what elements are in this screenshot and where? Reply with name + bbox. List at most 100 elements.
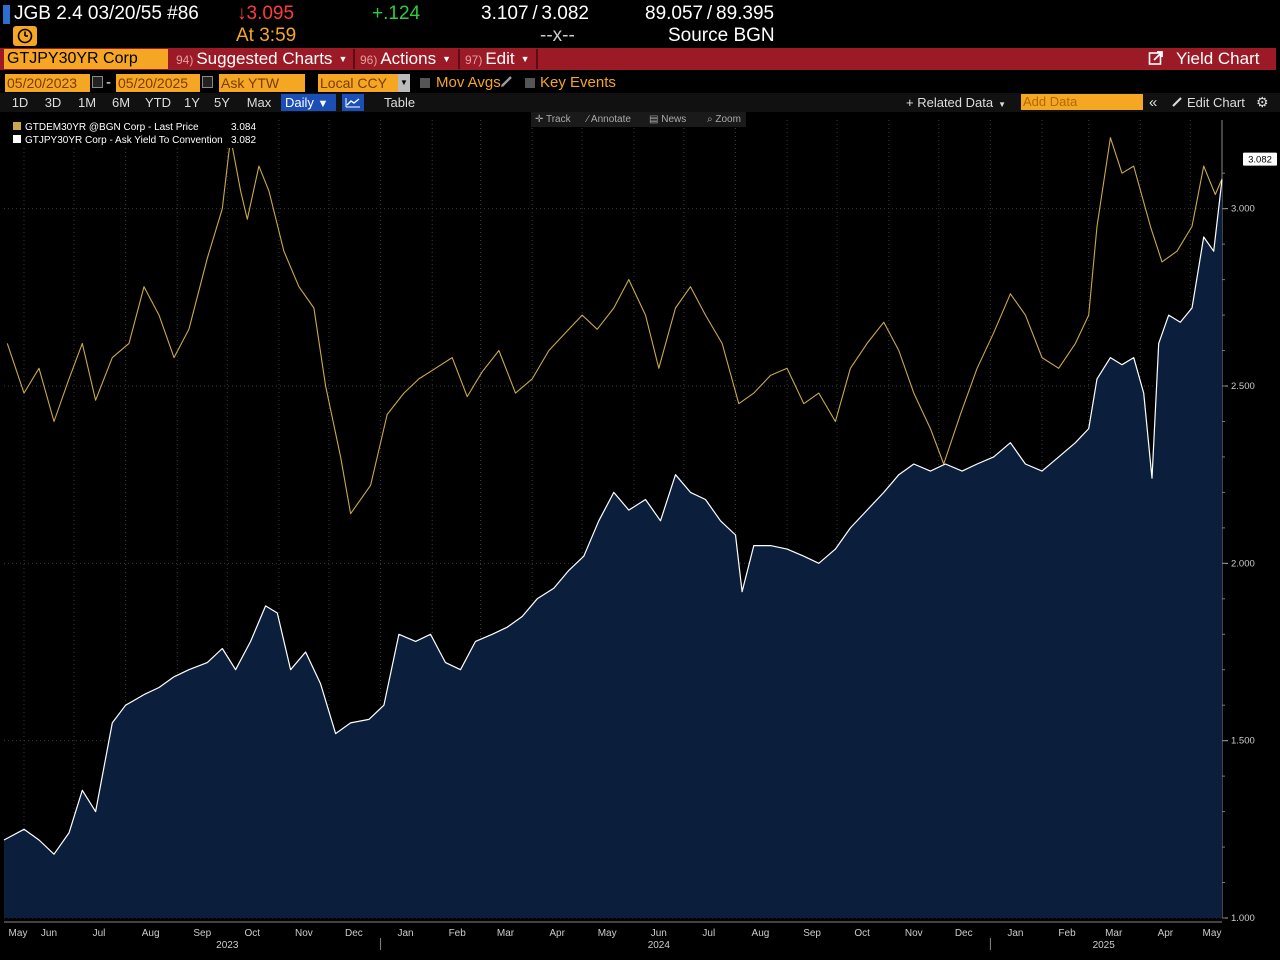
quote-size: --x-- [540,25,575,46]
edit-menu[interactable]: 97) Edit ▼ [465,48,530,70]
period-ytd[interactable]: YTD [145,95,171,110]
suggested-charts-num: 94) [176,53,194,67]
date-separator: - [106,74,111,91]
quote-time: At 3:59 [236,25,296,47]
legend-entry-de[interactable]: GTDEM30YR @BGN Corp - Last Price 3.084 [13,121,256,134]
collapse-icon[interactable]: « [1149,94,1158,111]
x-tick-label: Apr [549,928,565,939]
x-tick-label: Jul [702,928,715,939]
mov-avgs-checkbox[interactable] [420,78,430,88]
suggested-charts-menu[interactable]: 94) Suggested Charts ▼ [176,48,347,70]
yield-chart-label: Yield Chart [1176,49,1260,68]
period-1d[interactable]: 1D [11,95,29,110]
quote-time-text: At 3:59 [236,25,297,46]
chevron-down-icon: ▼ [317,98,329,110]
legend-swatch [13,122,21,130]
last-value-badge [1243,152,1277,166]
x-tick-label: May [1203,928,1222,939]
line-chart-icon[interactable] [342,94,364,111]
x-year-label: 2024 [648,940,671,951]
x-tick-label: Mar [1105,928,1123,939]
tool-label: Zoom [715,114,741,125]
gear-icon[interactable]: ⚙ [1256,94,1269,110]
series-line-bund-30y[interactable] [6,137,1223,515]
pencil-icon [1172,97,1182,107]
chart-area[interactable]: May Jun Jul Aug Sep Oct Nov Dec Jan Feb Mar Apr May J… [0,112,1280,960]
frequency-select[interactable]: Daily ▼ [281,94,336,111]
x-tick-label: Aug [752,928,770,939]
y-tick-label: 2.500 [1231,381,1255,392]
key-events-checkbox[interactable] [525,78,535,88]
legend-label: GTDEM30YR @BGN Corp - Last Price [25,122,199,133]
toolbar [0,48,1276,70]
tool-label: News [661,114,687,125]
chevron-down-icon: ▼ [520,54,530,64]
end-date-field[interactable]: 05/20/2025 [116,74,200,92]
y-tick-label: 2.000 [1231,558,1255,569]
edit-label: Edit [485,49,515,68]
y-tick-label: 1.500 [1231,736,1255,747]
zoom-icon: ⌕ [707,114,716,125]
actions-menu[interactable]: 96) Actions ▼ [360,48,451,70]
edit-chart-label: Edit Chart [1187,95,1245,110]
edit-chart-button[interactable]: Edit Chart [1171,94,1245,111]
mov-avgs-label: Mov Avgs [436,74,501,91]
x-tick-label: Sep [193,928,211,939]
annotate-icon: ⁄ [587,114,591,125]
x-tick-label: Dec [955,928,973,939]
track-icon: ✛ [535,114,546,125]
related-data-menu[interactable]: + Related Data ▼ [906,94,1006,113]
currency-select[interactable]: Local CCY [318,74,398,92]
calendar-icon[interactable] [202,76,213,88]
chevron-down-icon[interactable]: ▼ [398,74,410,92]
tool-annotate[interactable]: ⁄ Annotate [587,112,631,127]
x-tick-label: Nov [295,928,313,939]
actions-num: 96) [360,53,378,67]
quote-source: Source BGN [668,25,775,46]
period-max[interactable]: Max [246,95,272,110]
actions-label: Actions [380,49,437,68]
field-select[interactable]: Ask YTW [219,74,305,92]
x-tick-label: Dec [345,928,363,939]
ticker-input[interactable]: GTJPY30YR Corp [4,49,168,69]
tool-zoom[interactable]: ⌕ Zoom [707,112,741,127]
period-5y[interactable]: 5Y [214,95,230,110]
tool-news[interactable]: ▤ News [649,112,686,127]
edit-num: 97) [465,53,483,67]
add-data-input[interactable]: Add Data [1021,94,1143,110]
calendar-icon[interactable] [92,76,103,88]
price-bid-ask: 89.057 / 89.395 [645,3,775,24]
chevron-down-icon: ▼ [442,54,452,64]
x-tick-label: Feb [1058,928,1076,939]
legend-value: 3.082 [231,135,257,146]
x-tick-label: Mar [497,928,515,939]
start-date-field[interactable]: 05/20/2023 [5,74,90,92]
series-line-jgb-30y[interactable] [3,179,1223,855]
period-1y[interactable]: 1Y [184,95,200,110]
x-tick-label: Oct [244,928,260,939]
popout-icon [1148,51,1163,65]
pencil-icon[interactable] [500,74,514,93]
period-6m[interactable]: 6M [111,95,131,110]
security-marker [3,5,10,24]
legend-label: GTJPY30YR Corp - Ask Yield To Convention [25,135,223,146]
period-1m[interactable]: 1M [77,95,97,110]
x-tick-label: Sep [803,928,821,939]
yield-chart[interactable]: May Jun Jul Aug Sep Oct Nov Dec Jan Feb Mar Apr May J… [0,112,1280,960]
period-3d[interactable]: 3D [44,95,62,110]
chevron-down-icon: ▼ [998,100,1007,109]
legend-swatch [13,135,21,143]
x-tick-label: Jun [651,928,667,939]
x-tick-label: Feb [449,928,467,939]
table-button[interactable]: Table [384,95,416,110]
yield-bid-ask: 3.107 / 3.082 [481,3,589,24]
tool-track[interactable]: ✛ Track [535,112,571,127]
legend-entry-jp[interactable]: GTJPY30YR Corp - Ask Yield To Convention… [13,134,256,147]
chart-legend: GTDEM30YR @BGN Corp - Last Price 3.084 G… [9,120,263,148]
security-name: JGB 2.4 03/20/55 #86 [14,3,199,24]
yield-chart-button[interactable]: Yield Chart [1148,48,1259,70]
tool-label: Track [545,114,571,125]
x-tick-label: Jul [93,928,106,939]
clock-icon[interactable] [13,26,37,46]
frequency-label: Daily [285,95,314,110]
